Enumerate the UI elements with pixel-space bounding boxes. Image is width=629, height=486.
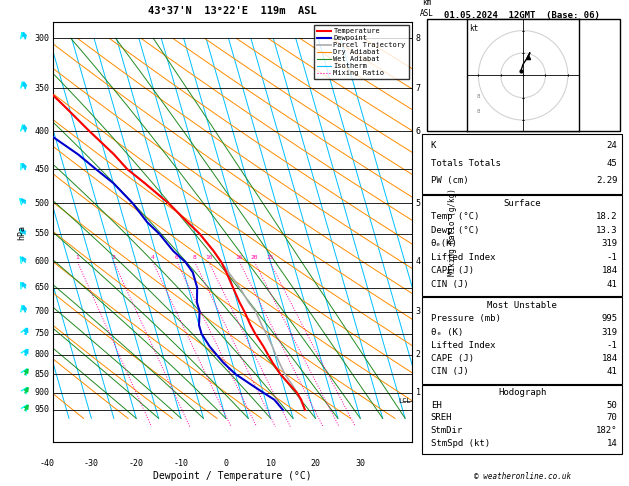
Text: Lifted Index: Lifted Index [431,253,495,262]
Text: 6: 6 [416,127,421,136]
Text: 14: 14 [607,438,618,448]
Text: 2.29: 2.29 [596,176,618,185]
Text: 70: 70 [607,413,618,422]
Text: -30: -30 [84,459,99,468]
Text: 10: 10 [205,255,213,260]
Text: 5: 5 [416,199,421,208]
Text: 950: 950 [35,405,50,415]
Text: Totals Totals: Totals Totals [431,158,501,168]
Text: 995: 995 [601,314,618,323]
Text: hPa: hPa [18,225,26,240]
Bar [426,19,620,131]
Text: 01.05.2024  12GMT  (Base: 06): 01.05.2024 12GMT (Base: 06) [444,11,600,20]
Text: PW (cm): PW (cm) [431,176,469,185]
Text: Dewpoint / Temperature (°C): Dewpoint / Temperature (°C) [153,471,312,481]
Text: 750: 750 [35,330,50,338]
Text: 800: 800 [35,350,50,359]
Text: Dewp (°C): Dewp (°C) [431,226,479,235]
Text: © weatheronline.co.uk: © weatheronline.co.uk [474,472,571,481]
Text: 650: 650 [35,283,50,292]
Text: 41: 41 [607,367,618,377]
Text: 41: 41 [607,280,618,289]
Text: θₑ (K): θₑ (K) [431,328,463,336]
Bar [423,297,621,384]
Text: 25: 25 [266,255,274,260]
Text: 319: 319 [601,240,618,248]
Text: 4: 4 [151,255,155,260]
Text: 2: 2 [112,255,116,260]
Text: Pressure (mb): Pressure (mb) [431,314,501,323]
Text: -20: -20 [129,459,143,468]
Text: 400: 400 [35,127,50,136]
Text: 30: 30 [355,459,365,468]
Text: CIN (J): CIN (J) [431,280,469,289]
Text: -1: -1 [607,253,618,262]
Text: 1: 1 [75,255,79,260]
Text: -1: -1 [607,341,618,350]
Text: StmDir: StmDir [431,426,463,435]
Text: CIN (J): CIN (J) [431,367,469,377]
Text: 4: 4 [416,258,421,266]
Text: θₑ(K): θₑ(K) [431,240,458,248]
Text: 450: 450 [35,165,50,174]
Text: StmSpd (kt): StmSpd (kt) [431,438,490,448]
Bar [423,134,621,194]
Text: 182°: 182° [596,426,618,435]
Text: Mixing Ratio (g/kg): Mixing Ratio (g/kg) [448,188,457,276]
Text: 16: 16 [236,255,243,260]
Text: 300: 300 [35,34,50,43]
Text: 3: 3 [416,307,421,316]
Text: CAPE (J): CAPE (J) [431,354,474,363]
Text: Most Unstable: Most Unstable [487,301,557,310]
Text: 10: 10 [265,459,276,468]
Text: 45: 45 [607,158,618,168]
Text: -10: -10 [174,459,189,468]
Text: EH: EH [431,400,442,410]
Text: 20: 20 [251,255,259,260]
Text: 2: 2 [416,350,421,359]
Bar [423,195,621,296]
Bar [423,385,621,454]
Text: LCL: LCL [398,399,411,404]
Text: 900: 900 [35,388,50,397]
Text: 43°37'N  13°22'E  119m  ASL: 43°37'N 13°22'E 119m ASL [148,6,317,16]
Text: km
ASL: km ASL [420,0,433,17]
Legend: Temperature, Dewpoint, Parcel Trajectory, Dry Adiabat, Wet Adiabat, Isotherm, Mi: Temperature, Dewpoint, Parcel Trajectory… [314,25,408,79]
Text: 13.3: 13.3 [596,226,618,235]
Text: 20: 20 [311,459,321,468]
Text: Lifted Index: Lifted Index [431,341,495,350]
Text: SREH: SREH [431,413,452,422]
Text: 550: 550 [35,229,50,238]
Text: Temp (°C): Temp (°C) [431,212,479,222]
Text: 319: 319 [601,328,618,336]
Text: 1: 1 [416,388,421,397]
Text: 850: 850 [35,370,50,379]
Text: -40: -40 [39,459,54,468]
Text: Surface: Surface [503,199,541,208]
Text: 8: 8 [192,255,196,260]
Text: 184: 184 [601,266,618,276]
Text: 7: 7 [416,84,421,93]
Text: 24: 24 [607,141,618,150]
Text: 184: 184 [601,354,618,363]
Text: 8: 8 [416,34,421,43]
Text: CAPE (J): CAPE (J) [431,266,474,276]
Text: 350: 350 [35,84,50,93]
Text: 18.2: 18.2 [596,212,618,222]
Text: 500: 500 [35,199,50,208]
Text: 700: 700 [35,307,50,316]
Text: K: K [431,141,436,150]
Text: 0: 0 [223,459,228,468]
Text: 6: 6 [175,255,179,260]
Text: Hodograph: Hodograph [498,388,546,397]
Text: 600: 600 [35,258,50,266]
Text: 50: 50 [607,400,618,410]
